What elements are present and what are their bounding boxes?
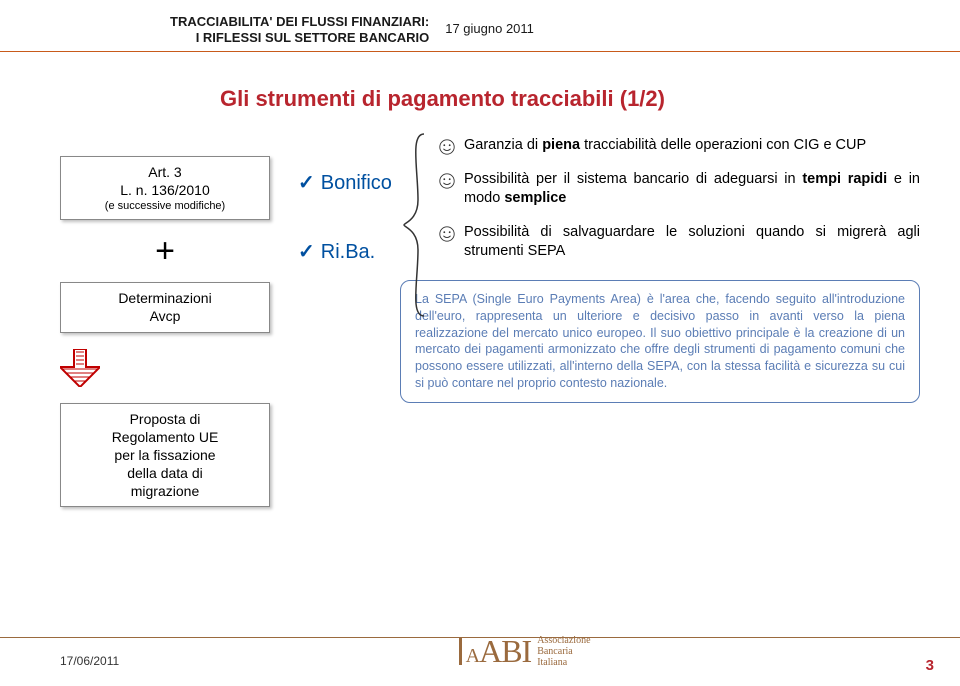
- box3-line4: della data di: [67, 464, 263, 482]
- check-icon: ✓: [298, 239, 315, 264]
- box3-line3: per la fissazione: [67, 446, 263, 464]
- box-art3: Art. 3 L. n. 136/2010 (e successive modi…: [60, 156, 270, 221]
- down-arrow-icon: [60, 349, 100, 387]
- box1-line3: (e successive modifiche): [67, 199, 263, 213]
- bracket-bullet-group: Garanzia di piena tracciabilità delle op…: [400, 130, 920, 262]
- header-title-line1: TRACCIABILITA' DEI FLUSSI FINANZIARI:: [170, 14, 429, 30]
- box-avcp: Determinazioni Avcp: [60, 282, 270, 332]
- header-title-line2: I RIFLESSI SUL SETTORE BANCARIO: [170, 30, 429, 46]
- smiley-icon: [438, 225, 456, 243]
- abi-logo: AABI Associazione Bancaria Italiana: [459, 635, 591, 668]
- left-column: Art. 3 L. n. 136/2010 (e successive modi…: [60, 130, 270, 508]
- page-number: 3: [926, 657, 934, 674]
- bullet-2: Possibilità per il sistema bancario di a…: [438, 170, 920, 209]
- abi-logo-mark: AABI: [459, 638, 532, 665]
- check-bonifico: ✓ Bonifico: [298, 170, 400, 195]
- main-title: Gli strumenti di pagamento tracciabili (…: [220, 86, 960, 112]
- bullet-1: Garanzia di piena tracciabilità delle op…: [438, 136, 920, 156]
- bullet-3: Possibilità di salvaguardare le soluzion…: [438, 223, 920, 262]
- box1-line1: Art. 3: [67, 163, 263, 181]
- brace-icon: [400, 130, 428, 320]
- box3-line1: Proposta di: [67, 410, 263, 428]
- footer: 17/06/2011 AABI Associazione Bancaria It…: [0, 635, 960, 668]
- smiley-icon: [438, 138, 456, 156]
- slide-header: TRACCIABILITA' DEI FLUSSI FINANZIARI: I …: [0, 0, 960, 52]
- sepa-info-box: La SEPA (Single Euro Payments Area) è l'…: [400, 280, 920, 403]
- header-date: 17 giugno 2011: [437, 14, 534, 36]
- mid-item2: Ri.Ba.: [321, 241, 375, 264]
- box2-line1: Determinazioni: [67, 289, 263, 307]
- content-area: Art. 3 L. n. 136/2010 (e successive modi…: [0, 130, 960, 508]
- middle-column: ✓ Bonifico ✓ Ri.Ba.: [270, 130, 400, 508]
- box3-line2: Regolamento UE: [67, 428, 263, 446]
- bullet-3-text: Possibilità di salvaguardare le soluzion…: [464, 223, 920, 262]
- footer-date: 17/06/2011: [60, 654, 119, 668]
- bullet-2-text: Possibilità per il sistema bancario di a…: [464, 170, 920, 209]
- box3-line5: migrazione: [67, 482, 263, 500]
- box2-line2: Avcp: [67, 307, 263, 325]
- mid-item1: Bonifico: [321, 172, 392, 195]
- right-column: Garanzia di piena tracciabilità delle op…: [400, 130, 920, 508]
- abi-logo-text: Associazione Bancaria Italiana: [537, 635, 590, 668]
- box-proposta: Proposta di Regolamento UE per la fissaz…: [60, 403, 270, 508]
- check-icon: ✓: [298, 170, 315, 195]
- smiley-icon: [438, 172, 456, 190]
- bullet-1-text: Garanzia di piena tracciabilità delle op…: [464, 136, 866, 156]
- box1-line2: L. n. 136/2010: [67, 181, 263, 199]
- header-title: TRACCIABILITA' DEI FLUSSI FINANZIARI: I …: [170, 14, 437, 47]
- plus-symbol: +: [60, 234, 270, 268]
- check-riba: ✓ Ri.Ba.: [298, 239, 400, 264]
